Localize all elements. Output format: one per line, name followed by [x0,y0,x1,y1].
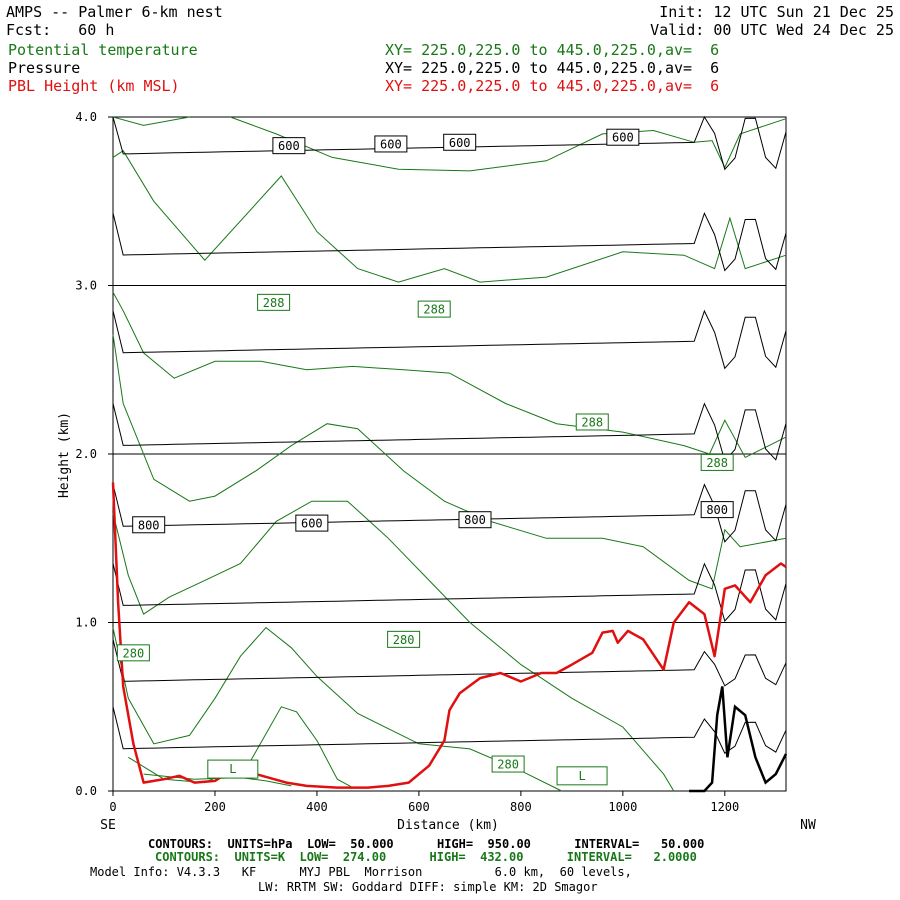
pressure-contour-line [112,402,787,462]
theta-contour-line [128,706,353,789]
theta-contour-label-box [700,453,734,471]
x-tick-label: 0 [109,800,116,814]
theta-contour-label-box [491,755,525,773]
low-marker-box [556,766,608,786]
y-axis-label: Height (km) [57,412,72,498]
field-name-pressure: Pressure [8,59,81,77]
left-end-label: SE [100,818,116,833]
pressure-contour-label-box [606,128,640,146]
init-time: Init: 12 UTC Sun 21 Dec 25 [659,3,894,21]
field-name-pbl: PBL Height (km MSL) [8,77,180,95]
y-tick-label: 0.0 [75,784,97,798]
theta-contour-line [230,116,787,172]
y-tick-label: 3.0 [75,279,97,293]
x-tick-label: 200 [204,800,226,814]
pressure-contour-label: 600 [301,517,323,531]
y-tick-label: 2.0 [75,447,97,461]
theta-contour-label-box [387,630,421,648]
pressure-contour-label: 800 [464,513,486,527]
field-xy-pressure: XY= 225.0,225.0 to 445.0,225.0,av= 6 [385,59,720,77]
pressure-contour-label-box [374,135,408,153]
field-name-theta: Potential temperature [8,41,198,59]
pressure-contour-line [112,706,787,754]
footer-model-info: Model Info: V4.3.3 KF MYJ PBL Morrison 6… [90,865,632,879]
x-tick-label: 1200 [710,800,739,814]
pressure-contour-line [112,483,787,543]
pressure-contour-label-box [458,511,492,529]
theta-contour-label: 288 [706,456,728,470]
pressure-contour-label: 600 [380,137,402,151]
y-tick-label: 1.0 [75,616,97,630]
x-tick-label: 1000 [608,800,637,814]
terrain-line [689,686,788,793]
pressure-contour-label: 600 [278,139,300,153]
low-marker-box [207,759,259,779]
field-xy-theta: XY= 225.0,225.0 to 445.0,225.0,av= 6 [385,41,720,59]
theta-contour-line [112,116,190,126]
pressure-contour-line [112,562,787,623]
pressure-contour-label: 800 [138,518,160,532]
pressure-contour-label-box [295,514,329,532]
pressure-contour-label-box [700,501,734,519]
pressure-contour-line [112,309,787,370]
pressure-contour-line [112,211,787,272]
theta-contour-label: 280 [497,758,519,772]
theta-contour-label-box [575,413,609,431]
theta-contour-line [112,291,787,459]
theta-contour-line [112,500,675,792]
right-end-label: NW [800,818,816,833]
theta-contour-line [112,626,562,792]
theta-contour-label-box [116,644,150,662]
theta-contour-label: 280 [393,633,415,647]
field-xy-pbl: XY= 225.0,225.0 to 445.0,225.0,av= 6 [385,77,720,95]
chart-title: AMPS -- Palmer 6-km nest [6,3,223,21]
low-marker-label: L [229,762,236,776]
theta-contour-label: 288 [423,303,445,317]
forecast-hour: Fcst: 60 h [6,21,115,39]
x-axis-label: Distance (km) [397,818,499,833]
pressure-contour-label-box [272,137,306,155]
low-marker-label: L [578,769,585,783]
footer-physics: LW: RRTM SW: Goddard DIFF: simple KM: 2D… [258,880,598,894]
pressure-contour-label: 800 [706,503,728,517]
x-tick-label: 400 [306,800,328,814]
footer-contours-theta: CONTOURS: UNITS=K LOW= 274.00 HIGH= 432.… [155,850,697,864]
theta-contour-line [112,334,787,590]
theta-contour-label-box [417,300,451,318]
theta-contour-label: 280 [123,646,145,660]
y-tick-label: 4.0 [75,110,97,124]
pressure-contour-label-box [132,516,166,534]
theta-contour-label: 288 [263,296,285,310]
theta-contour-label-box [257,293,291,311]
pressure-contour-label: 600 [449,136,471,150]
x-tick-label: 600 [408,800,430,814]
theta-contour-label: 288 [581,415,603,429]
footer-contours-pressure: CONTOURS: UNITS=hPa LOW= 50.000 HIGH= 95… [148,837,705,851]
pressure-contour-line [112,639,787,687]
valid-time: Valid: 00 UTC Wed 24 Dec 25 [650,21,894,39]
pressure-contour-label: 600 [612,131,634,145]
pbl-height-line [111,482,787,789]
pressure-contour-label-box [443,133,477,151]
x-tick-label: 800 [510,800,532,814]
